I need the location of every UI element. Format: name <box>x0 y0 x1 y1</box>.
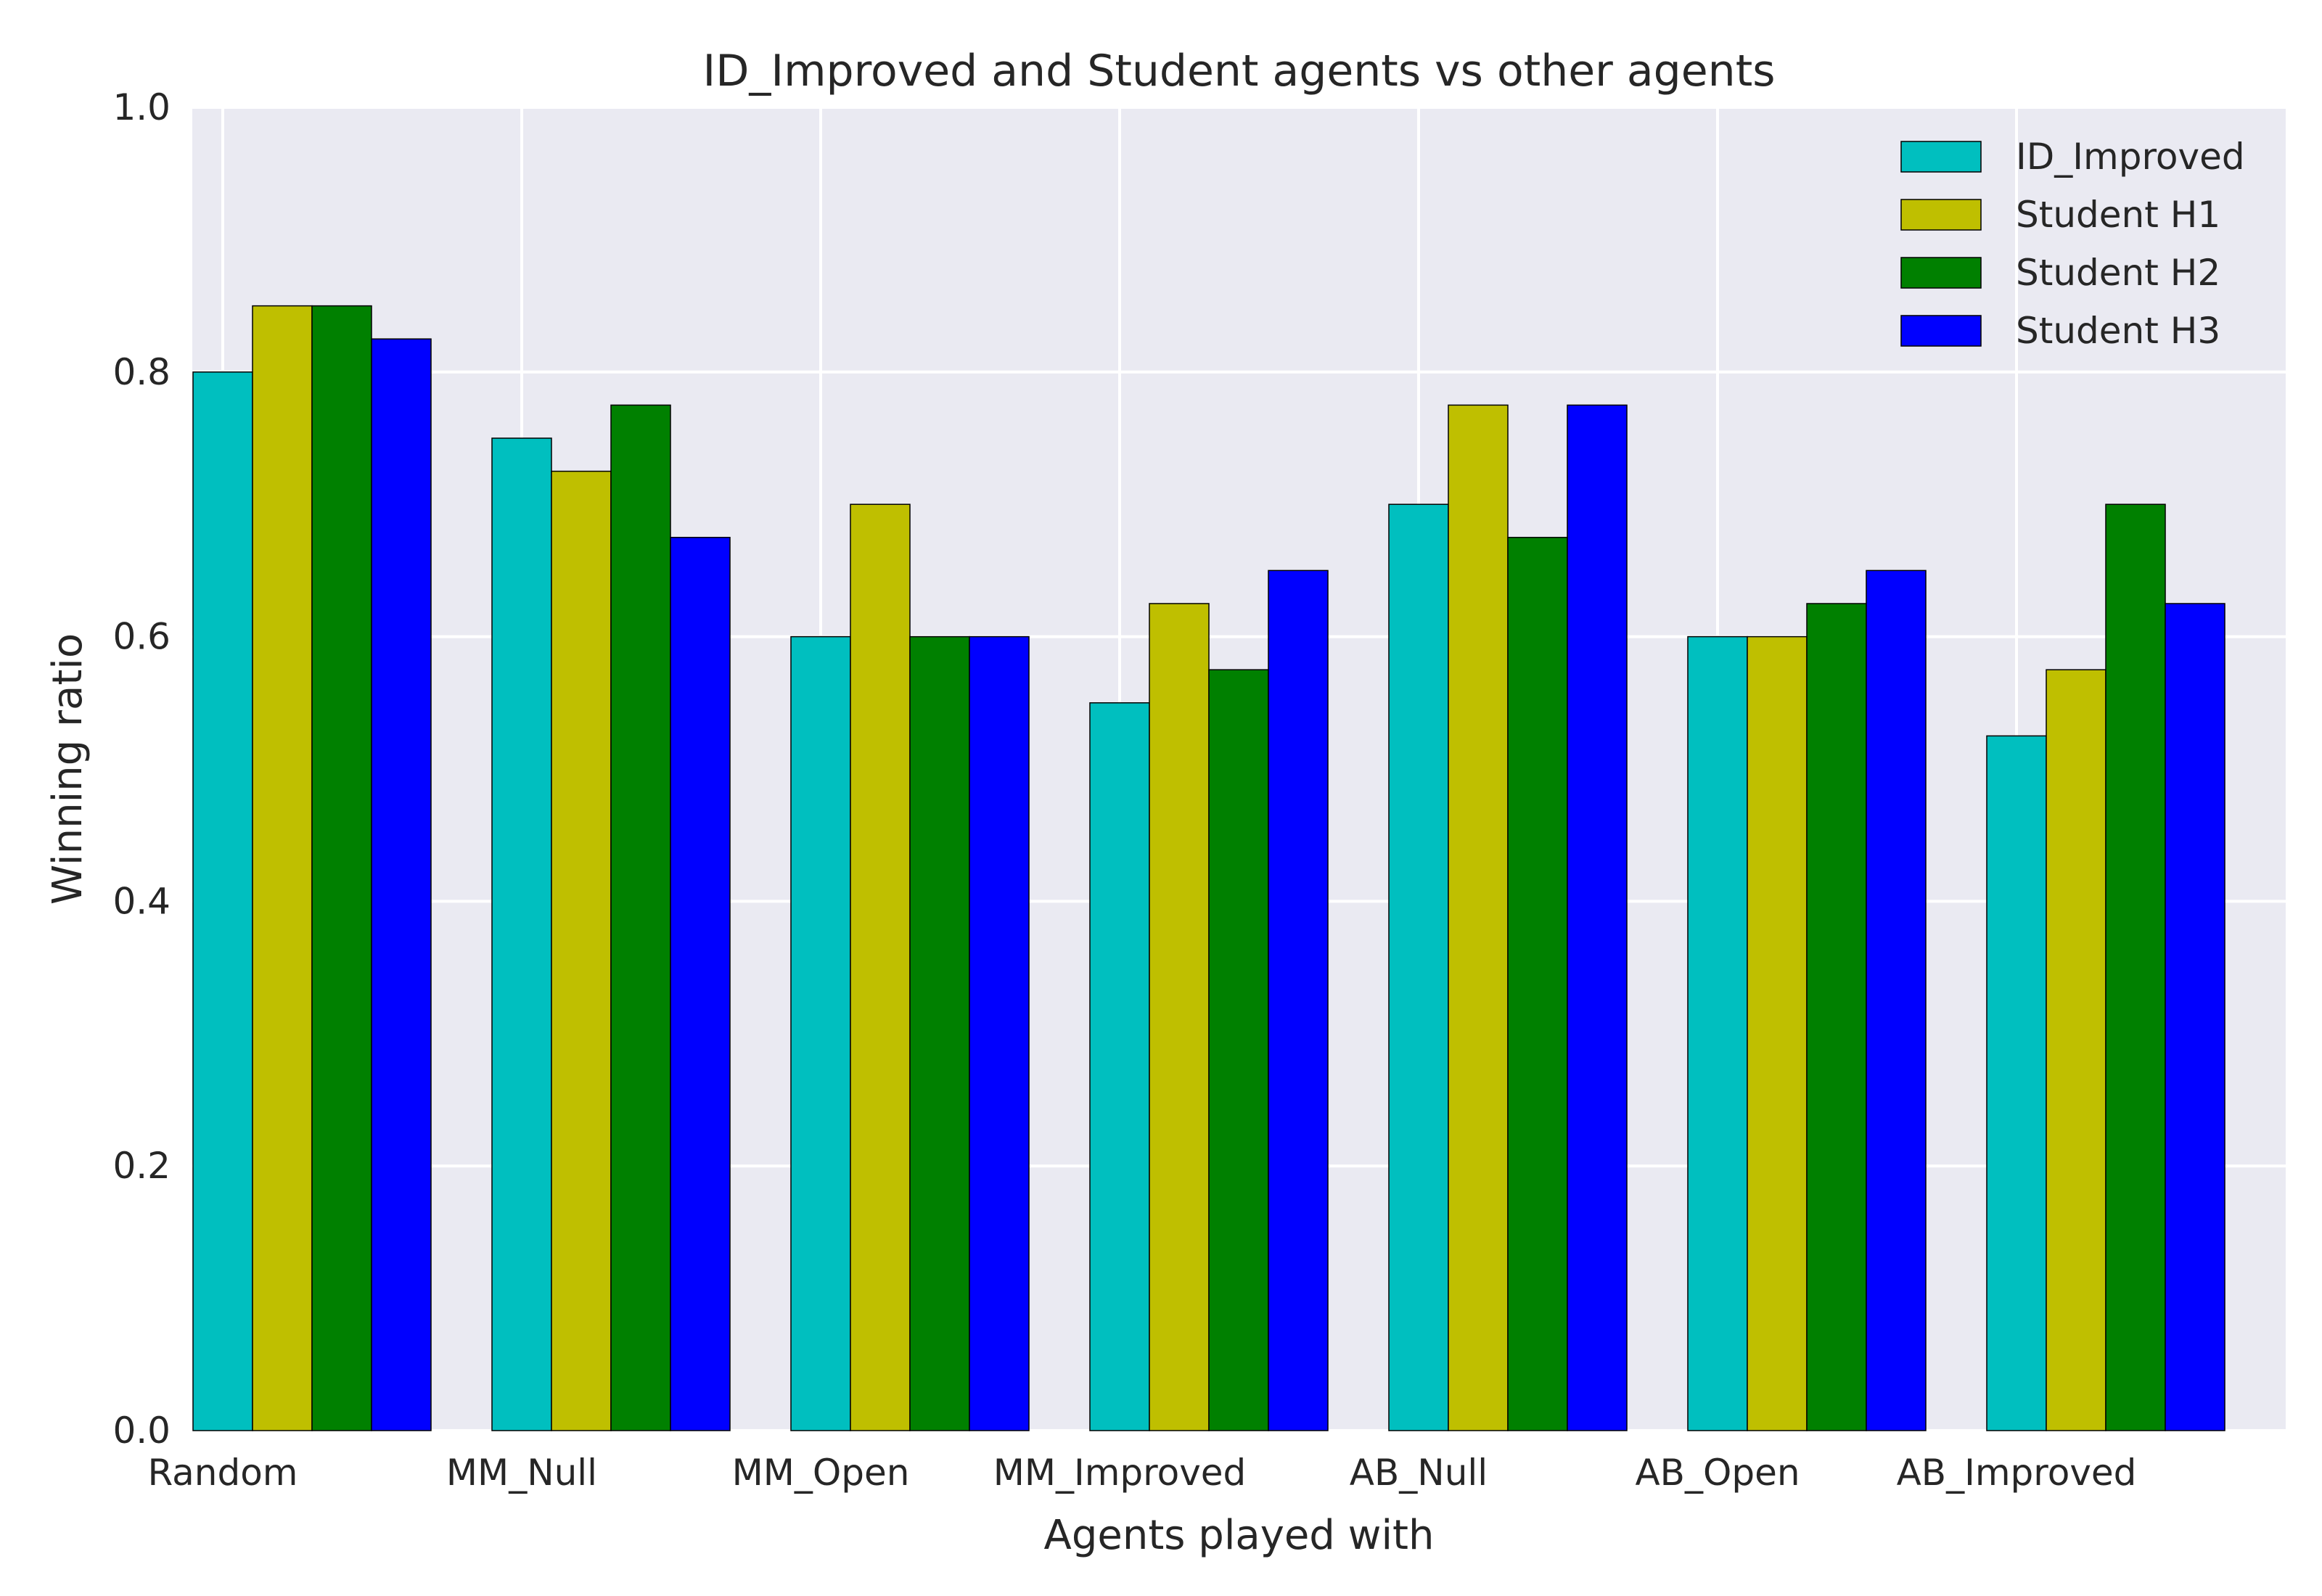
bar-id-improved-ab-open <box>1687 635 1748 1431</box>
bar-id-improved-ab-improved <box>1986 735 2047 1431</box>
legend-swatch <box>1900 199 1982 231</box>
bar-student-h1-ab-open <box>1747 635 1808 1431</box>
x-tick-label: MM_Improved <box>993 1452 1247 1494</box>
bar-student-h3-mm-null <box>670 537 731 1431</box>
y-axis-ticks: 0.0 0.2 0.4 0.6 0.8 1.0 <box>112 86 171 1452</box>
legend-label: Student H1 <box>2016 194 2220 236</box>
x-tick-label: AB_Improved <box>1897 1452 2137 1494</box>
bar-student-h3-mm-open <box>969 635 1030 1431</box>
bar-student-h2-mm-null <box>610 404 671 1431</box>
y-tick-label: 0.0 <box>112 1410 171 1452</box>
bar-student-h1-ab-improved <box>2046 669 2106 1431</box>
bar-student-h1-mm-null <box>551 470 612 1431</box>
bar-student-h1-mm-improved <box>1149 603 1210 1431</box>
y-tick-label: 0.6 <box>112 616 171 658</box>
bar-student-h1-random <box>252 305 313 1431</box>
bar-student-h2-random <box>311 305 372 1431</box>
y-axis-label: Winning ratio <box>44 633 91 905</box>
legend: ID_Improved Student H1 Student H2 Student H… <box>1900 136 2245 352</box>
bar-student-h2-ab-null <box>1507 537 1568 1431</box>
bar-student-h1-mm-open <box>850 503 911 1431</box>
y-tick-label: 1.0 <box>112 86 171 128</box>
x-axis-label: Agents played with <box>1044 1512 1435 1559</box>
bar-id-improved-mm-null <box>491 437 552 1431</box>
legend-label: Student H3 <box>2016 310 2220 352</box>
bar-student-h2-mm-improved <box>1208 669 1269 1431</box>
bars-group <box>192 305 2225 1431</box>
x-tick-label: AB_Null <box>1350 1452 1488 1494</box>
legend-label: Student H2 <box>2016 252 2220 294</box>
legend-swatch <box>1900 257 1982 289</box>
bar-student-h3-ab-null <box>1567 404 1628 1431</box>
bar-student-h2-ab-improved <box>2105 503 2166 1431</box>
x-tick-label: MM_Open <box>732 1452 910 1494</box>
bar-student-h3-ab-improved <box>2165 603 2225 1431</box>
y-tick-label: 0.2 <box>112 1145 171 1187</box>
bar-student-h3-mm-improved <box>1268 569 1329 1431</box>
legend-swatch <box>1900 315 1982 347</box>
legend-swatch <box>1900 141 1982 173</box>
bar-student-h3-random <box>371 338 432 1431</box>
bar-student-h1-ab-null <box>1448 404 1509 1431</box>
bar-id-improved-mm-improved <box>1089 702 1150 1431</box>
bar-id-improved-ab-null <box>1388 503 1449 1431</box>
bar-student-h2-mm-open <box>909 635 970 1431</box>
bar-student-h2-ab-open <box>1806 603 1867 1431</box>
chart-title: ID_Improved and Student agents vs other … <box>703 46 1776 96</box>
bar-student-h3-ab-open <box>1866 569 1927 1431</box>
x-tick-label: MM_Null <box>446 1452 597 1494</box>
bar-id-improved-random <box>192 371 253 1431</box>
y-tick-label: 0.8 <box>112 351 171 393</box>
y-tick-label: 0.4 <box>112 880 171 922</box>
x-tick-label: Random <box>147 1452 298 1494</box>
bar-id-improved-mm-open <box>790 635 851 1431</box>
x-tick-label: AB_Open <box>1635 1452 1800 1494</box>
x-axis-ticks: Random MM_Null MM_Open MM_Improved AB_Null AB… <box>147 1452 2136 1494</box>
legend-label: ID_Improved <box>2016 136 2245 178</box>
